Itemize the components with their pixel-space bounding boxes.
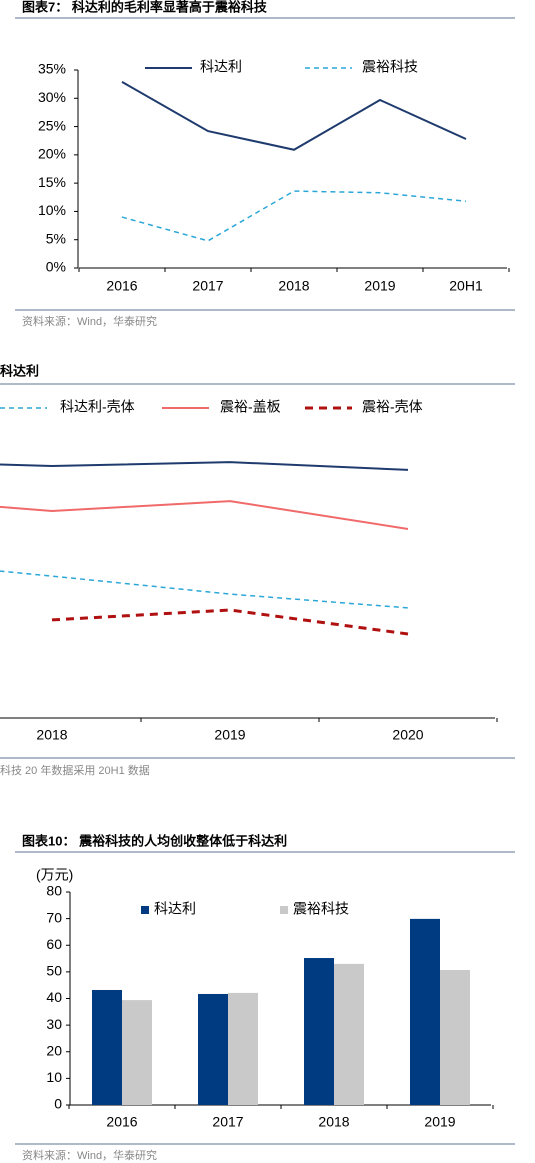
- legend-label: 科达利: [154, 901, 196, 917]
- x-tick-label: 2019: [214, 727, 245, 743]
- series-line: [121, 81, 467, 151]
- y-tick-label: 5%: [46, 230, 66, 246]
- series-line: [51, 608, 409, 636]
- y-tick-label: 15%: [38, 174, 66, 190]
- x-tick-label: 2018: [36, 727, 67, 743]
- x-tick-label: 2018: [278, 278, 309, 294]
- y-tick-label: 70: [46, 909, 62, 925]
- x-tick-label: 2017: [212, 1114, 243, 1130]
- x-tick-label: 2016: [106, 278, 137, 294]
- x-tick-label: 2019: [424, 1114, 455, 1130]
- chart-title: 科达利: [0, 363, 39, 378]
- y-tick-label: 10%: [38, 202, 66, 218]
- bar: [228, 992, 258, 1105]
- chart-title: 图表7： 科达利的毛利率显著高于震裕科技: [22, 0, 268, 14]
- bar: [122, 1000, 152, 1105]
- source: 资料来源：Wind，华泰研究: [22, 314, 157, 328]
- bar: [198, 993, 228, 1105]
- bar: [440, 970, 470, 1105]
- x-tick-label: 2017: [192, 278, 223, 294]
- y-tick-label: 50: [46, 963, 62, 979]
- x-tick-label: 2020: [392, 727, 423, 743]
- legend-label: 震裕-壳体: [362, 399, 423, 415]
- legend-label: 科达利: [200, 59, 242, 75]
- y-tick-label: 25%: [38, 117, 66, 133]
- y-tick-label: 10: [46, 1069, 62, 1085]
- legend-label: 震裕-盖板: [220, 399, 281, 415]
- note: 科技 20 年数据采用 20H1 数据: [0, 763, 150, 777]
- y-tick-label: 30: [46, 1016, 62, 1032]
- y-tick-label: 20: [46, 1042, 62, 1058]
- bar: [304, 958, 334, 1105]
- legend-swatch: [141, 906, 149, 914]
- y-tick-label: 0: [54, 1096, 62, 1112]
- legend-label: 科达利-壳体: [60, 399, 135, 415]
- chart-title: 图表10： 震裕科技的人均创收整体低于科达利: [22, 833, 287, 848]
- x-tick-label: 2018: [318, 1114, 349, 1130]
- y-tick-label: 60: [46, 936, 62, 952]
- bar: [334, 963, 364, 1105]
- x-tick-label: 2016: [106, 1114, 137, 1130]
- series-line: [121, 190, 467, 242]
- y-tick-label: 20%: [38, 146, 66, 162]
- source: 资料来源：Wind，华泰研究: [22, 1148, 157, 1162]
- y-tick-label: 80: [46, 883, 62, 899]
- series-line: [0, 500, 409, 530]
- x-tick-label: 2019: [364, 278, 395, 294]
- y-axis-label: (万元): [36, 867, 73, 883]
- series-line: [0, 461, 409, 471]
- y-tick-label: 40: [46, 989, 62, 1005]
- bar: [410, 918, 440, 1105]
- legend-label: 震裕科技: [362, 59, 418, 75]
- y-tick-label: 30%: [38, 89, 66, 105]
- y-tick-label: 0%: [46, 259, 66, 275]
- series-line: [0, 570, 409, 609]
- legend-swatch: [280, 906, 288, 914]
- y-tick-label: 35%: [38, 61, 66, 77]
- bar: [92, 989, 122, 1105]
- legend-label: 震裕科技: [293, 901, 349, 917]
- x-tick-label: 20H1: [449, 278, 483, 294]
